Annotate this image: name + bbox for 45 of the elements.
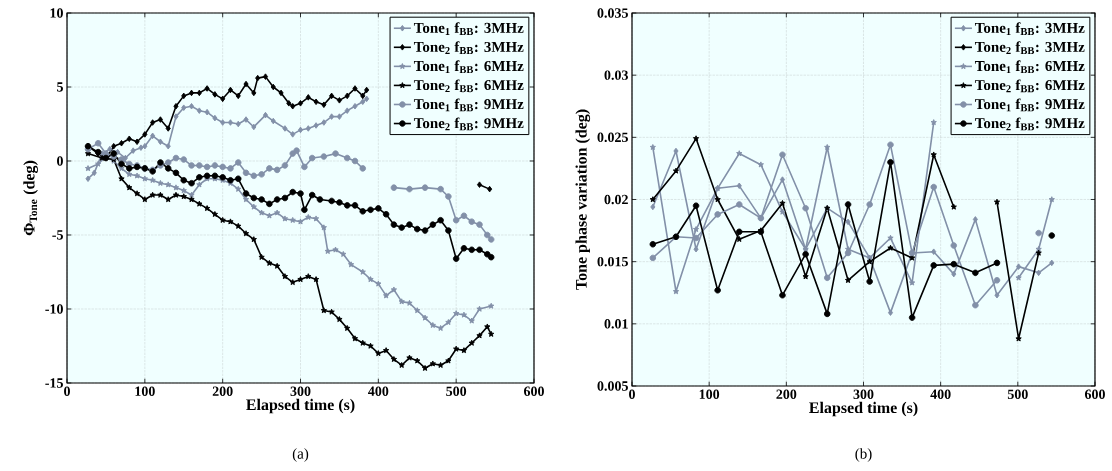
y-tick-label: 0.035 bbox=[597, 8, 628, 18]
x-tick-label: 400 bbox=[368, 386, 389, 396]
legend-label: Tone$_{1}$ f$_{BB}$: 9MHz bbox=[413, 98, 524, 112]
text: (a) bbox=[292, 448, 309, 462]
y-axis-title: Φ$_{Tone}$ (deg) bbox=[23, 160, 38, 236]
y-tick-label: -10 bbox=[45, 304, 63, 314]
y-axis-title: Tone phase variation (deg) bbox=[575, 109, 591, 290]
legend-label: Tone$_{1}$ f$_{BB}$: 3MHz bbox=[974, 22, 1085, 35]
x-tick-label: 200 bbox=[776, 389, 797, 399]
y-tick-label: 0.025 bbox=[597, 132, 628, 143]
legend-label: Tone$_{2}$ f$_{BB}$: 9MHz bbox=[974, 117, 1085, 131]
x-tick-label: 400 bbox=[930, 389, 951, 399]
x-tick-label: 600 bbox=[523, 386, 544, 396]
y-tick-label: -5 bbox=[52, 230, 63, 240]
legend-label: Tone$_{2}$ f$_{BB}$: 6MHz bbox=[413, 79, 524, 93]
x-tick-label: 500 bbox=[1007, 389, 1028, 399]
y-tick-label: 5 bbox=[57, 82, 63, 92]
y-tick-label: 10 bbox=[50, 8, 63, 18]
x-tick-label: 100 bbox=[135, 386, 155, 396]
text: (b) bbox=[855, 448, 872, 462]
x-tick-label: 0 bbox=[64, 386, 70, 396]
x-tick-label: 300 bbox=[290, 386, 311, 396]
y-tick-label: 0.005 bbox=[597, 381, 628, 391]
legend-label: Tone$_{1}$ f$_{BB}$: 6MHz bbox=[413, 60, 524, 74]
legend-label: Tone$_{2}$ f$_{BB}$: 9MHz bbox=[413, 117, 524, 131]
legend-label: Tone$_{2}$ f$_{BB}$: 6MHz bbox=[974, 79, 1085, 93]
y-tick-label: 0 bbox=[57, 156, 63, 166]
x-tick-label: 600 bbox=[1084, 389, 1105, 399]
x-tick-label: 100 bbox=[699, 389, 720, 399]
y-tick-label: 0.015 bbox=[597, 256, 628, 267]
legend-label: Tone$_{1}$ f$_{BB}$: 6MHz bbox=[974, 60, 1085, 74]
y-tick-label: 0.01 bbox=[604, 319, 628, 329]
y-tick-label: -15 bbox=[45, 378, 63, 388]
legend-label: Tone$_{2}$ f$_{BB}$: 3MHz bbox=[974, 41, 1085, 55]
x-axis-title: Elapsed time (s) bbox=[809, 401, 918, 417]
x-tick-label: 500 bbox=[446, 386, 467, 396]
x-tick-label: 200 bbox=[212, 386, 233, 396]
legend-label: Tone$_{2}$ f$_{BB}$: 3MHz bbox=[413, 41, 524, 55]
legend-label: Tone$_{1}$ f$_{BB}$: 9MHz bbox=[974, 98, 1085, 112]
x-tick-label: 0 bbox=[629, 389, 635, 399]
legend-label: Tone$_{1}$ f$_{BB}$: 3MHz bbox=[413, 22, 524, 35]
y-tick-label: 0.02 bbox=[604, 194, 628, 205]
x-tick-label: 300 bbox=[853, 389, 874, 399]
x-axis-title: Elapsed time (s) bbox=[246, 398, 355, 414]
y-tick-label: 0.03 bbox=[604, 70, 628, 80]
